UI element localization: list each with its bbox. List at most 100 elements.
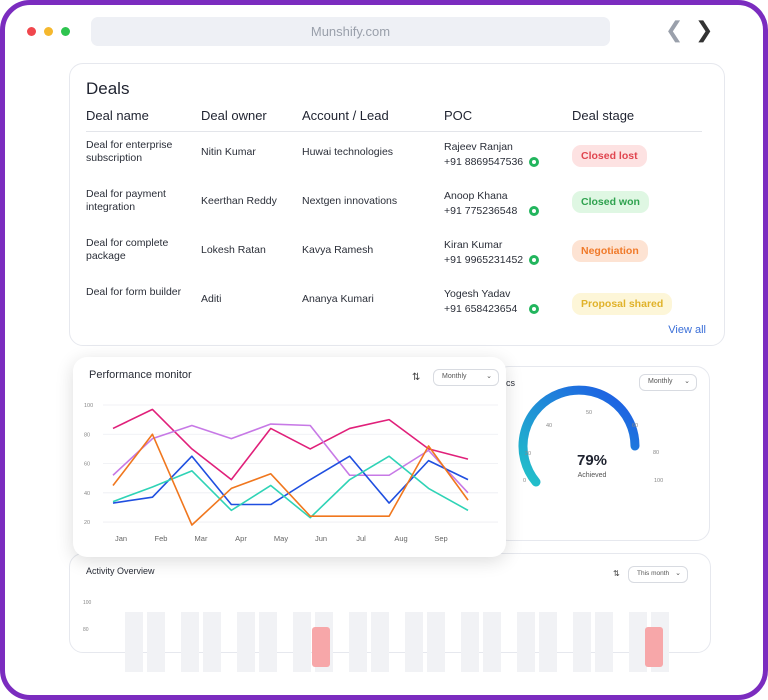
- x-tick-label: Jul: [356, 534, 366, 543]
- deal-owner: Aditi: [201, 293, 222, 305]
- deal-name[interactable]: Deal for payment integration: [86, 188, 166, 213]
- x-tick-label: Feb: [155, 534, 168, 543]
- performance-card: Performance monitor ⇅ Monthly ⌄ 100 80 60 40…: [73, 357, 506, 557]
- x-tick-label: Mar: [195, 534, 208, 543]
- deals-title: Deals: [86, 79, 130, 98]
- activity-period-select[interactable]: This month ⌄: [628, 566, 688, 583]
- activity-ytick: 80: [83, 627, 89, 633]
- activity-bar-highlight: [312, 627, 330, 667]
- activity-bar: [461, 612, 479, 672]
- deal-owner: Lokesh Ratan: [201, 244, 266, 256]
- y-tick-label: 20: [84, 520, 90, 526]
- window-controls: [27, 27, 70, 36]
- activity-bar: [259, 612, 277, 672]
- activity-bar: [293, 612, 311, 672]
- deal-name[interactable]: Deal for enterprise subscription: [86, 139, 173, 164]
- close-dot[interactable]: [27, 27, 36, 36]
- performance-title: Performance monitor: [89, 369, 192, 381]
- y-tick-label: 80: [84, 432, 90, 438]
- series-line-1: [112, 423, 469, 494]
- activity-bar: [573, 612, 591, 672]
- sort-arrows-icon[interactable]: ⇅: [412, 372, 421, 383]
- gauge-tick: 20: [525, 451, 531, 457]
- whatsapp-icon[interactable]: [529, 157, 540, 168]
- x-tick-label: Apr: [235, 534, 247, 543]
- deal-account: Huwai technologies: [302, 146, 394, 158]
- deals-card: Deals Deal name Deal owner Account / Lea…: [69, 63, 725, 346]
- sort-arrows-icon[interactable]: ⇅: [613, 569, 620, 578]
- activity-bar: [371, 612, 389, 672]
- gauge-card: cs Monthly ⌄ 79% Achieved 0 20 40 50 60 8…: [495, 366, 710, 541]
- gauge-tick: 50: [586, 410, 592, 416]
- forward-arrow-icon[interactable]: ❯: [695, 17, 714, 42]
- performance-line-chart: 100 80 60 40 20 Jan Feb Mar Apr May Jun Jul Aug Sep: [84, 403, 498, 543]
- stage-badge: Closed lost: [572, 145, 647, 167]
- col-deal-name: Deal name: [86, 108, 149, 123]
- poc-phone[interactable]: +91 775236548: [444, 204, 540, 219]
- poc-name: Anoop Khana: [444, 190, 508, 202]
- activity-title: Activity Overview: [86, 566, 155, 576]
- url-bar[interactable]: Munshify.com: [91, 17, 610, 46]
- activity-bar: [427, 612, 445, 672]
- activity-bar: [517, 612, 535, 672]
- gauge-chart: 79% Achieved 0 20 40 50 60 80 100: [518, 385, 663, 487]
- stage-badge: Negotiation: [572, 240, 648, 262]
- whatsapp-icon[interactable]: [529, 304, 540, 315]
- deal-name[interactable]: Deal for form builder: [86, 286, 182, 298]
- activity-card: Activity Overview ⇅ This month ⌄ 100 80: [69, 553, 711, 672]
- col-poc: POC: [444, 108, 473, 123]
- stage-badge: Closed won: [572, 191, 649, 213]
- poc-phone[interactable]: +91 9965231452: [444, 253, 540, 268]
- y-tick-label: 60: [84, 462, 90, 468]
- view-all-link[interactable]: View all: [668, 324, 706, 336]
- activity-bar-highlight: [645, 627, 663, 667]
- whatsapp-icon[interactable]: [529, 206, 540, 217]
- x-tick-label: May: [274, 534, 288, 543]
- poc-name: Rajeev Ranjan: [444, 141, 513, 153]
- whatsapp-icon[interactable]: [529, 255, 540, 266]
- deal-account: Nextgen innovations: [302, 195, 398, 207]
- deal-owner: Nitin Kumar: [201, 146, 256, 158]
- activity-bar: [147, 612, 165, 672]
- activity-bar: [483, 612, 501, 672]
- activity-ytick: 100: [83, 600, 92, 606]
- poc-name: Kiran Kumar: [444, 239, 503, 251]
- gauge-tick: 40: [546, 423, 552, 429]
- y-tick-label: 100: [84, 403, 93, 409]
- gauge-value: 79%: [577, 452, 607, 469]
- minimize-dot[interactable]: [44, 27, 53, 36]
- x-tick-label: Jan: [115, 534, 127, 543]
- gauge-tick: 60: [632, 423, 638, 429]
- back-arrow-icon[interactable]: ❮: [665, 17, 684, 42]
- col-deal-owner: Deal owner: [201, 108, 267, 123]
- activity-bar: [595, 612, 613, 672]
- series-line-0: [112, 408, 469, 481]
- x-tick-label: Sep: [434, 534, 447, 543]
- activity-bar: [539, 612, 557, 672]
- y-tick-label: 40: [84, 491, 90, 497]
- activity-bar: [125, 612, 143, 672]
- activity-bar: [349, 612, 367, 672]
- deal-account: Ananya Kumari: [302, 293, 374, 305]
- poc-name: Yogesh Yadav: [444, 288, 511, 300]
- poc-phone[interactable]: +91 8869547536: [444, 155, 540, 170]
- x-tick-label: Jun: [315, 534, 327, 543]
- chevron-down-icon: ⌄: [675, 570, 681, 577]
- gauge-arc: [518, 385, 640, 487]
- gauge-tick: 80: [653, 450, 659, 456]
- col-deal-stage: Deal stage: [572, 108, 635, 123]
- poc-phone[interactable]: +91 658423654: [444, 302, 540, 317]
- gauge-sublabel: Achieved: [578, 472, 607, 479]
- gauge-period-select[interactable]: Monthly ⌄: [639, 374, 697, 391]
- performance-period-select[interactable]: Monthly ⌄: [433, 369, 499, 386]
- col-account-lead: Account / Lead: [302, 108, 389, 123]
- activity-bar: [181, 612, 199, 672]
- gauge-tick: 0: [523, 478, 526, 484]
- gauge-title: cs: [506, 378, 515, 388]
- maximize-dot[interactable]: [61, 27, 70, 36]
- header-divider: [86, 131, 702, 132]
- activity-bar: [203, 612, 221, 672]
- deal-name[interactable]: Deal for complete package: [86, 237, 169, 262]
- chevron-down-icon: ⌄: [684, 378, 690, 385]
- url-text: Munshify.com: [310, 24, 391, 39]
